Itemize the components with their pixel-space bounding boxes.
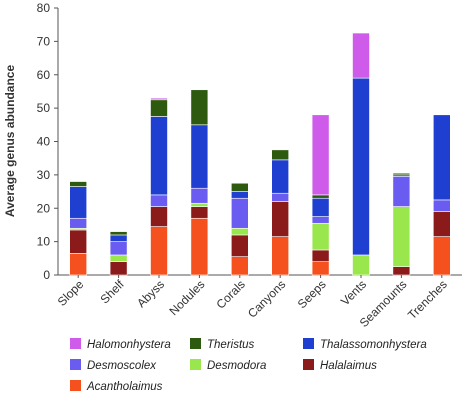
bar-canyons-thalassomonhystera <box>271 159 290 194</box>
bar-nodules-thalassomonhystera <box>190 124 209 189</box>
bar-shelf-theristus <box>109 231 128 236</box>
bar-slope-thalassomonhystera <box>69 186 87 219</box>
bar-corals-halalaimus <box>231 234 249 257</box>
legend-label: Thalassomonhystera <box>320 339 427 351</box>
bar-shelf-desmodora <box>109 254 128 262</box>
bar-shelf-halalaimus <box>109 261 128 276</box>
bar-shelf-desmoscolex <box>109 241 128 256</box>
bar-canyons-theristus <box>271 149 290 161</box>
bar-seamounts-desmoscolex <box>392 176 411 207</box>
bar-trenches-halalaimus <box>432 211 451 237</box>
y-tick-label: 40 <box>37 135 51 149</box>
bar-abyss-halalaimus <box>150 206 168 227</box>
legend: Halomonhystera Theristus Thalassomonhyster… <box>70 338 427 393</box>
x-tick-label-corals: Corals <box>213 277 247 311</box>
x-tick-label-shelf: Shelf <box>97 277 127 307</box>
bar-vents-desmodora <box>352 254 370 276</box>
x-tick-label-vents: Vents <box>338 277 369 308</box>
y-ticks: 0 10 20 30 40 50 60 70 80 <box>37 1 58 282</box>
bar-corals-thalassomonhystera <box>231 191 249 199</box>
legend-item-acantholaimus: Acantholaimus <box>70 380 163 393</box>
bar-nodules-desmodora <box>190 202 209 207</box>
bar-trenches-desmoscolex <box>432 199 451 212</box>
legend-label: Halalaimus <box>320 360 377 372</box>
bar-abyss-desmoscolex <box>150 194 168 207</box>
plot-area: 0 10 20 30 40 50 60 70 80 Slope Shelf Abyss Nodules… <box>37 1 462 330</box>
legend-item-halalaimus: Halalaimus <box>303 359 377 372</box>
legend-item-desmodora: Desmodora <box>190 359 266 372</box>
bar-seamounts-halalaimus <box>392 266 411 276</box>
legend-swatch <box>190 359 201 370</box>
bar-slope-desmoscolex <box>69 217 87 229</box>
bar-nodules-theristus <box>190 89 209 126</box>
x-tick-label-canyons: Canyons <box>245 277 288 320</box>
bar-shelf-thalassomonhystera <box>109 234 128 242</box>
legend-label: Desmoscolex <box>87 360 157 372</box>
legend-swatch <box>303 338 314 349</box>
legend-item-desmoscolex: Desmoscolex <box>70 359 157 372</box>
bar-corals-desmoscolex <box>231 197 249 229</box>
y-tick-label: 0 <box>43 268 50 282</box>
bar-corals-acantholaimus <box>231 256 249 276</box>
y-tick-label: 50 <box>37 101 51 115</box>
bar-seeps-theristus <box>311 194 330 199</box>
legend-label: Theristus <box>207 339 255 351</box>
y-tick-label: 70 <box>37 34 51 48</box>
bar-seamounts-theristus <box>392 172 411 176</box>
legend-swatch <box>70 359 81 370</box>
bar-abyss-thalassomonhystera <box>150 116 168 196</box>
bar-canyons-acantholaimus <box>271 236 290 276</box>
bar-seamounts-desmodora <box>392 206 411 267</box>
bar-nodules-acantholaimus <box>190 217 209 276</box>
legend-label: Desmodora <box>207 360 266 372</box>
y-tick-label: 30 <box>37 168 51 182</box>
bar-slope-acantholaimus <box>69 253 87 276</box>
bar-slope-halalaimus <box>69 229 87 254</box>
legend-swatch <box>70 338 81 349</box>
x-tick-label-seeps: Seeps <box>295 277 329 311</box>
bar-seeps-desmodora <box>311 222 330 251</box>
legend-swatch <box>190 338 201 349</box>
bar-vents-halomonhystera <box>352 32 370 79</box>
bar-canyons-halalaimus <box>271 201 290 237</box>
legend-item-thalassomonhystera: Thalassomonhystera <box>303 338 427 351</box>
bar-abyss-acantholaimus <box>150 226 168 276</box>
legend-swatch <box>303 359 314 370</box>
y-tick-label: 60 <box>37 68 51 82</box>
legend-swatch <box>70 380 81 391</box>
y-tick-label: 80 <box>37 1 51 15</box>
y-tick-label: 10 <box>37 235 51 249</box>
bar-seeps-halomonhystera <box>311 114 330 196</box>
x-tick-label-abyss: Abyss <box>134 277 167 310</box>
x-tick-label-slope: Slope <box>55 277 87 309</box>
bar-nodules-desmoscolex <box>190 187 209 204</box>
bar-seeps-halalaimus <box>311 249 330 262</box>
bar-seeps-acantholaimus <box>311 261 330 276</box>
x-tick-label-trenches: Trenches <box>405 277 450 322</box>
bars <box>69 32 451 276</box>
bar-vents-thalassomonhystera <box>352 77 370 256</box>
bar-abyss-halomonhystera <box>150 97 168 101</box>
bar-abyss-theristus <box>150 99 168 117</box>
legend-label: Acantholaimus <box>86 381 163 393</box>
legend-item-halomonhystera: Halomonhystera <box>70 338 171 351</box>
bar-seeps-desmoscolex <box>311 216 330 224</box>
bar-seeps-thalassomonhystera <box>311 197 330 217</box>
bar-trenches-acantholaimus <box>432 236 451 276</box>
bar-trenches-thalassomonhystera <box>432 114 451 201</box>
x-tick-label-nodules: Nodules <box>166 277 207 318</box>
bar-nodules-halalaimus <box>190 206 209 219</box>
bar-corals-theristus <box>231 182 249 192</box>
bar-corals-desmodora <box>231 227 249 236</box>
legend-label: Halomonhystera <box>87 339 171 351</box>
legend-item-theristus: Theristus <box>190 338 255 351</box>
y-axis-title: Average genus abundance <box>3 65 17 218</box>
y-tick-label: 20 <box>37 201 51 215</box>
bar-canyons-desmoscolex <box>271 192 290 202</box>
bar-slope-theristus <box>69 181 87 187</box>
